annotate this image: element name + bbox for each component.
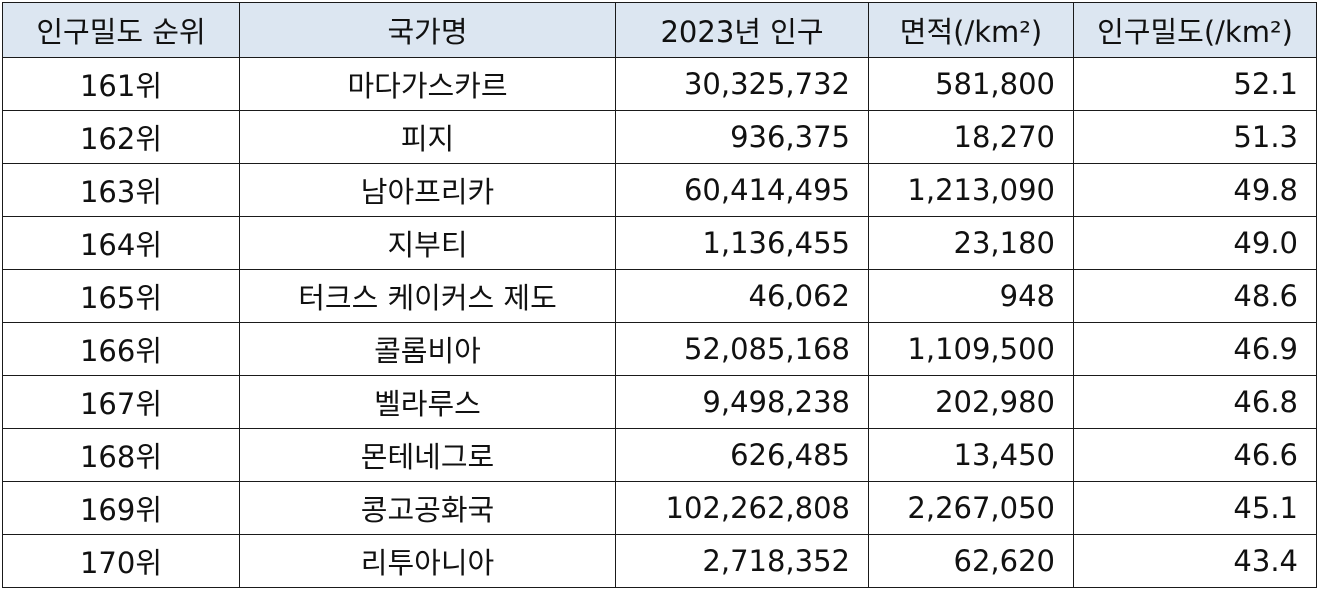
rank-cell: 162위 [2, 110, 240, 164]
rank-cell: 169위 [2, 481, 240, 535]
header-density: 인구밀도(/km²) [1073, 2, 1317, 58]
rank-cell: 170위 [2, 534, 240, 588]
table-row: 167위 벨라루스 9,498,238 202,980 46.8 [2, 375, 1317, 429]
country-cell: 터크스 케이커스 제도 [239, 269, 616, 323]
header-country: 국가명 [239, 2, 616, 58]
area-cell: 23,180 [868, 216, 1074, 270]
population-cell: 46,062 [615, 269, 869, 323]
area-cell: 18,270 [868, 110, 1074, 164]
rank-cell: 161위 [2, 57, 240, 111]
population-cell: 1,136,455 [615, 216, 869, 270]
density-cell: 45.1 [1073, 481, 1317, 535]
table-row: 161위 마다가스카르 30,325,732 581,800 52.1 [2, 57, 1317, 111]
area-cell: 2,267,050 [868, 481, 1074, 535]
population-cell: 2,718,352 [615, 534, 869, 588]
country-cell: 콩고공화국 [239, 481, 616, 535]
country-cell: 콜롬비아 [239, 322, 616, 376]
table-row: 165위 터크스 케이커스 제도 46,062 948 48.6 [2, 269, 1317, 323]
header-rank: 인구밀도 순위 [2, 2, 240, 58]
population-cell: 60,414,495 [615, 163, 869, 217]
area-cell: 948 [868, 269, 1074, 323]
rank-cell: 163위 [2, 163, 240, 217]
area-cell: 62,620 [868, 534, 1074, 588]
area-cell: 581,800 [868, 57, 1074, 111]
population-cell: 626,485 [615, 428, 869, 482]
country-cell: 지부티 [239, 216, 616, 270]
area-cell: 1,213,090 [868, 163, 1074, 217]
table-row: 163위 남아프리카 60,414,495 1,213,090 49.8 [2, 163, 1317, 217]
density-cell: 43.4 [1073, 534, 1317, 588]
country-cell: 몬테네그로 [239, 428, 616, 482]
density-cell: 52.1 [1073, 57, 1317, 111]
population-cell: 102,262,808 [615, 481, 869, 535]
density-cell: 46.8 [1073, 375, 1317, 429]
density-cell: 49.0 [1073, 216, 1317, 270]
density-cell: 46.9 [1073, 322, 1317, 376]
population-cell: 52,085,168 [615, 322, 869, 376]
country-cell: 피지 [239, 110, 616, 164]
area-cell: 202,980 [868, 375, 1074, 429]
population-cell: 30,325,732 [615, 57, 869, 111]
country-cell: 벨라루스 [239, 375, 616, 429]
country-cell: 남아프리카 [239, 163, 616, 217]
population-cell: 9,498,238 [615, 375, 869, 429]
header-area: 면적(/km²) [868, 2, 1074, 58]
table-row: 169위 콩고공화국 102,262,808 2,267,050 45.1 [2, 481, 1317, 535]
rank-cell: 164위 [2, 216, 240, 270]
table-row: 162위 피지 936,375 18,270 51.3 [2, 110, 1317, 164]
rank-cell: 165위 [2, 269, 240, 323]
country-cell: 리투아니아 [239, 534, 616, 588]
rank-cell: 166위 [2, 322, 240, 376]
table-row: 166위 콜롬비아 52,085,168 1,109,500 46.9 [2, 322, 1317, 376]
header-population: 2023년 인구 [615, 2, 869, 58]
table-row: 164위 지부티 1,136,455 23,180 49.0 [2, 216, 1317, 270]
table-row: 170위 리투아니아 2,718,352 62,620 43.4 [2, 534, 1317, 588]
density-cell: 46.6 [1073, 428, 1317, 482]
density-cell: 51.3 [1073, 110, 1317, 164]
area-cell: 13,450 [868, 428, 1074, 482]
table-row: 168위 몬테네그로 626,485 13,450 46.6 [2, 428, 1317, 482]
population-cell: 936,375 [615, 110, 869, 164]
table-header-row: 인구밀도 순위 국가명 2023년 인구 면적(/km²) 인구밀도(/km²) [2, 2, 1317, 58]
country-cell: 마다가스카르 [239, 57, 616, 111]
rank-cell: 168위 [2, 428, 240, 482]
rank-cell: 167위 [2, 375, 240, 429]
area-cell: 1,109,500 [868, 322, 1074, 376]
density-cell: 48.6 [1073, 269, 1317, 323]
density-cell: 49.8 [1073, 163, 1317, 217]
